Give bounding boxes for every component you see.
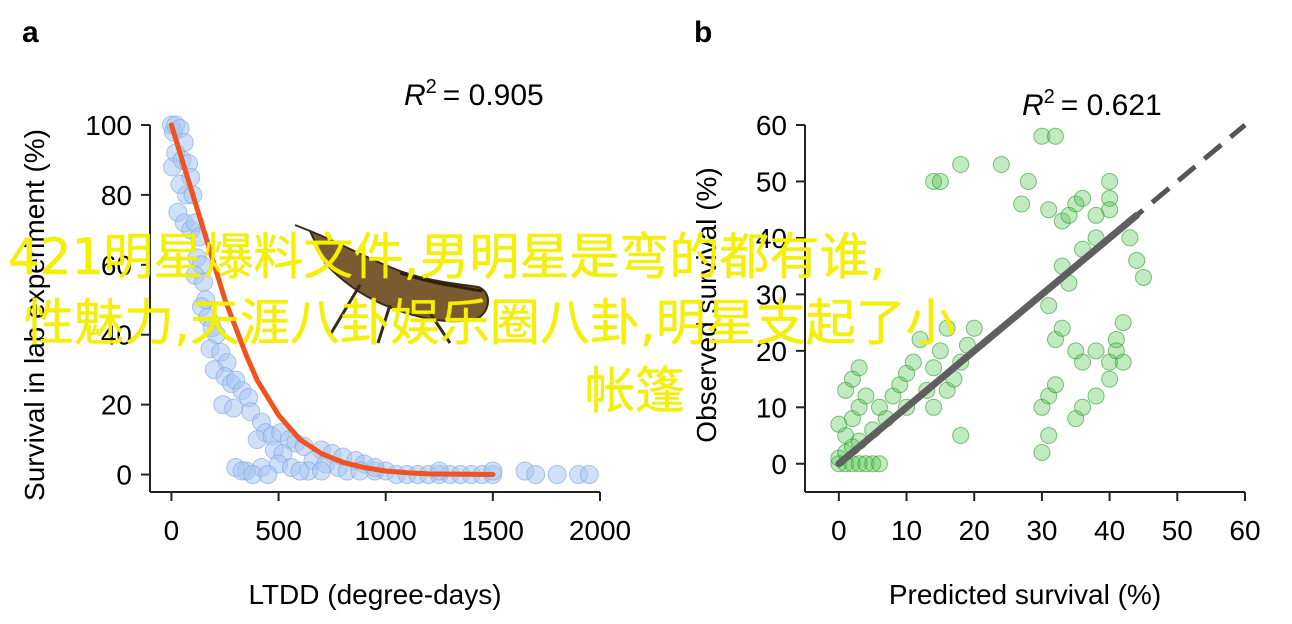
data-point: [1134, 268, 1152, 286]
y-tick-label: 30: [756, 279, 787, 310]
y-tick-label: 100: [85, 110, 132, 141]
data-point: [925, 172, 943, 190]
panel-a-r2-text: R2 = 0.905: [404, 76, 544, 112]
panel-b-axes: 0 10 20 30 40 50 60 0 10 20 30 40 50 60: [756, 110, 1261, 546]
data-point: [1074, 353, 1092, 371]
data-point: [952, 427, 970, 445]
data-point: [850, 455, 868, 473]
x-tick-label: 2000: [569, 515, 631, 546]
x-tick-label: 40: [1094, 515, 1125, 546]
panel-b-x-axis-label: Predicted survival (%): [889, 579, 1161, 610]
data-point: [1013, 195, 1031, 213]
data-point: [857, 455, 875, 473]
data-point: [925, 359, 943, 377]
y-tick-label: 20: [101, 390, 132, 421]
x-tick-label: 60: [1229, 515, 1260, 546]
data-point: [547, 465, 567, 485]
x-tick-label: 0: [831, 515, 847, 546]
data-point: [850, 359, 868, 377]
panel-b-label: b: [694, 16, 712, 49]
insect-icon: [294, 224, 489, 344]
overlay-text-line-2: 性魅力,天涯八卦娱乐圈八卦,明星支起了小: [24, 294, 956, 352]
y-tick-label: 0: [771, 449, 787, 480]
data-point: [965, 319, 983, 337]
data-point: [1074, 189, 1092, 207]
data-point: [904, 353, 922, 371]
y-tick-label: 60: [101, 250, 132, 281]
y-tick-label: 10: [756, 392, 787, 423]
data-point: [952, 156, 970, 174]
data-point: [1046, 376, 1064, 394]
y-tick-label: 40: [101, 320, 132, 351]
data-point: [290, 461, 310, 481]
panel-b: b R2 = 0.621 0 10 20 30 40 50 60 0 10 20 30 40 50 60 P…: [691, 16, 1261, 610]
data-point: [1074, 398, 1092, 416]
panel-b-r2: R2 = 0.621: [1022, 86, 1162, 122]
data-point: [857, 387, 875, 405]
panel-a-r2: R2 = 0.905: [404, 76, 544, 112]
data-point: [1114, 353, 1132, 371]
panel-a-label: a: [22, 16, 39, 49]
y-tick-label: 60: [756, 110, 787, 141]
y-tick-label: 0: [116, 460, 132, 491]
data-point: [429, 461, 449, 481]
y-tick-label: 40: [756, 223, 787, 254]
y-tick-label: 50: [756, 166, 787, 197]
data-point: [870, 455, 888, 473]
panel-b-r2-text: R2 = 0.621: [1022, 86, 1162, 122]
data-point: [1040, 297, 1058, 315]
data-point: [1053, 212, 1071, 230]
panel-a: a R2 = 0.905 0 500 1000 1500 2000 0 20 40 60 80 100…: [19, 16, 631, 610]
data-point: [911, 331, 929, 349]
panel-a-y-axis-label: Survival in lab experiment (%): [19, 129, 50, 501]
data-point: [938, 319, 956, 337]
x-tick-label: 1000: [355, 515, 417, 546]
y-tick-label: 80: [101, 180, 132, 211]
data-point: [1101, 370, 1119, 388]
panel-a-x-axis-label: LTDD (degree-days): [248, 579, 501, 610]
data-point: [1019, 172, 1037, 190]
panel-b-y-axis-label: Observed survival (%): [691, 167, 722, 442]
data-point: [579, 465, 599, 485]
data-point: [931, 172, 949, 190]
data-point: [311, 461, 331, 481]
data-point: [864, 455, 882, 473]
data-point: [1101, 201, 1119, 219]
data-point: [1101, 172, 1119, 190]
data-point: [1121, 229, 1139, 247]
data-point: [925, 398, 943, 416]
data-point: [1087, 387, 1105, 405]
panel-b-fit-line: [835, 211, 1141, 468]
data-point: [931, 342, 949, 360]
x-tick-label: 1500: [462, 515, 524, 546]
x-tick-label: 50: [1162, 515, 1193, 546]
data-point: [258, 465, 278, 485]
data-point: [992, 156, 1010, 174]
data-point: [1128, 252, 1146, 270]
data-point: [1046, 127, 1064, 145]
data-point: [1053, 319, 1071, 337]
data-point: [1040, 201, 1058, 219]
data-point: [526, 465, 546, 485]
data-point: [1033, 127, 1051, 145]
x-tick-label: 20: [959, 515, 990, 546]
data-point: [1033, 443, 1051, 461]
data-point: [1114, 314, 1132, 332]
x-tick-label: 500: [255, 515, 302, 546]
panel-a-axes: 0 500 1000 1500 2000 0 20 40 60 80 100: [85, 110, 631, 546]
x-tick-label: 10: [891, 515, 922, 546]
overlay-text-line-3: 帐篷: [585, 362, 685, 420]
overlay-text-line-1: 421明星爆料文件,男明星是弯的都有谁,: [8, 228, 886, 286]
panel-a-fit-line: [168, 122, 496, 478]
data-point: [483, 461, 503, 481]
data-point: [1040, 427, 1058, 445]
data-point: [1087, 342, 1105, 360]
x-tick-label: 0: [164, 515, 180, 546]
y-tick-label: 20: [756, 336, 787, 367]
x-tick-label: 30: [1026, 515, 1057, 546]
data-point: [1067, 195, 1085, 213]
data-point: [224, 398, 244, 418]
